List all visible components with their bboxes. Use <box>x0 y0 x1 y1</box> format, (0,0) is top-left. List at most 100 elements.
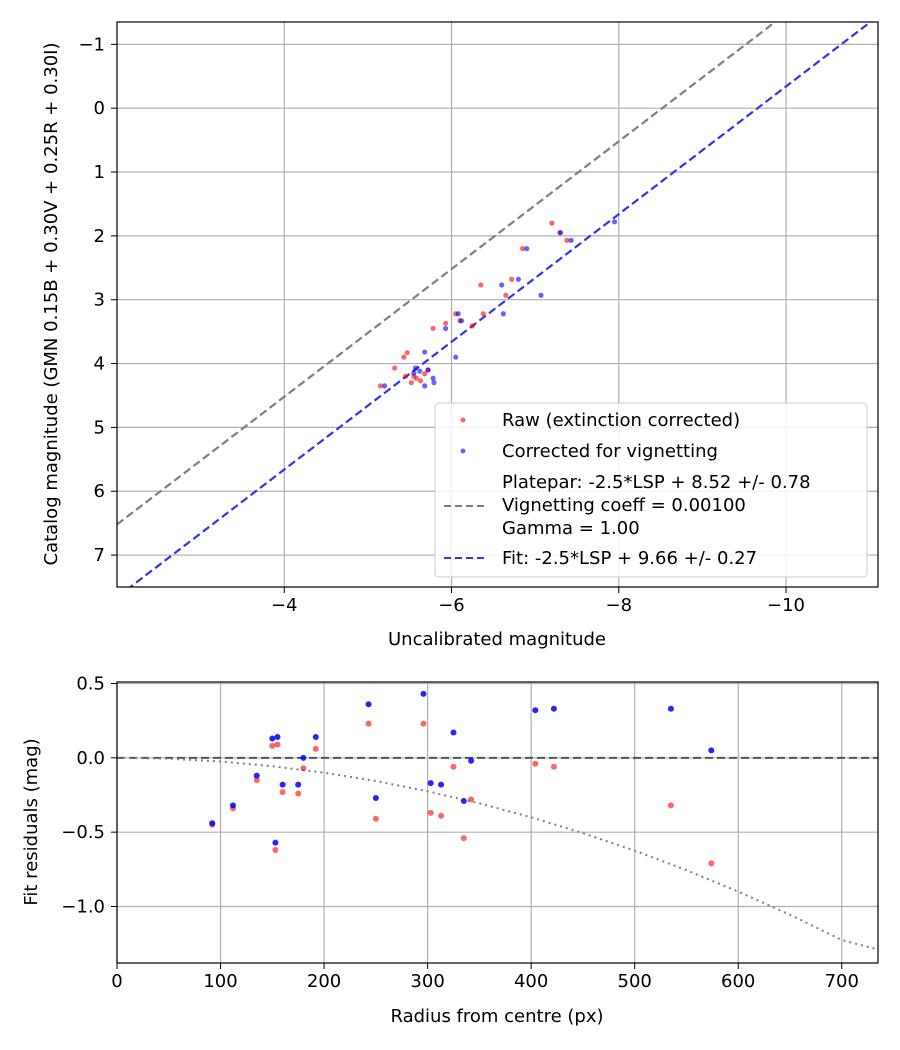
top-legend: Raw (extinction corrected) Corrected for… <box>434 402 868 578</box>
bottom-y-tick-label: −0.5 <box>61 822 105 843</box>
legend-label-platepar: Platepar: -2.5*LSP + 8.52 +/- 0.78 Vignet… <box>502 472 811 539</box>
corrected-residual-point <box>550 705 557 712</box>
bottom-y-tick-label: 0.5 <box>76 673 105 694</box>
raw-point <box>509 276 515 282</box>
raw-residual-point <box>269 742 276 749</box>
raw-residual-point <box>460 835 467 842</box>
top-y-tick-label: 6 <box>94 481 105 502</box>
bottom-y-tick-label: 0.0 <box>76 748 105 769</box>
top-y-tick-label: 0 <box>94 98 105 119</box>
raw-residual-point <box>365 720 372 727</box>
corrected-point <box>453 354 459 360</box>
top-y-tick-label: 2 <box>94 226 105 247</box>
bottom-axes-frame <box>116 681 879 964</box>
legend-label-fit: Fit: -2.5*LSP + 9.66 +/- 0.27 <box>502 548 757 569</box>
corrected-residual-point <box>532 707 539 714</box>
raw-point <box>430 325 436 332</box>
top-y-axis-label: Catalog magnitude (GMN 0.15B + 0.30V + 0… <box>41 42 62 565</box>
corrected-residual-point <box>468 757 475 764</box>
raw-residual-point <box>708 860 715 867</box>
top-axes-frame <box>116 21 879 588</box>
raw-point <box>519 246 526 252</box>
corrected-point <box>443 325 449 332</box>
corrected-point <box>431 380 437 386</box>
corrected-residual-point <box>253 772 260 779</box>
raw-residual-point <box>468 796 475 803</box>
corrected-residual-point <box>279 781 286 788</box>
bottom-model-lines <box>117 756 878 951</box>
top-y-tick-label: 3 <box>94 290 105 311</box>
corrected-point <box>412 365 419 371</box>
corrected-point <box>538 292 544 298</box>
corrected-point <box>422 349 428 355</box>
raw-residual-point <box>279 789 286 796</box>
legend-label-corrected: Corrected for vignetting <box>502 441 718 462</box>
top-y-tick-label: 5 <box>94 417 105 438</box>
legend-label-platepar-line: Platepar: -2.5*LSP + 8.52 +/- 0.78 <box>502 472 811 493</box>
raw-residual-point <box>312 745 319 752</box>
raw-residual-point <box>300 765 307 772</box>
corrected-residual-point <box>427 780 434 787</box>
bottom-plot-panel: 0 100 200 300 400 500 600 700 0.5 0.0 −0.5 −1.0 Ra… <box>21 673 879 1027</box>
legend-marker-raw <box>460 417 466 423</box>
corrected-point <box>500 311 506 317</box>
platepar-fit-line <box>117 22 777 526</box>
top-y-tick-label: 4 <box>94 354 105 375</box>
bottom-x-tick-label: 600 <box>721 971 755 992</box>
top-x-tick-label: −6 <box>438 595 465 616</box>
raw-point <box>392 365 398 371</box>
corrected-point <box>455 311 461 317</box>
bottom-x-tick-label: 500 <box>618 971 652 992</box>
raw-residual-point <box>550 763 557 770</box>
bottom-x-tick-label: 200 <box>307 971 341 992</box>
raw-residual-point <box>532 760 539 767</box>
corrected-residual-point <box>269 735 276 742</box>
raw-point <box>478 282 484 288</box>
raw-residual-point <box>667 802 674 809</box>
bottom-y-tick-label: −1.0 <box>61 897 105 918</box>
top-y-tick-label: 7 <box>94 545 105 566</box>
corrected-point <box>515 276 522 282</box>
corrected-point <box>499 282 505 288</box>
corrected-point <box>458 318 465 324</box>
raw-point <box>480 311 486 317</box>
raw-point <box>401 354 407 360</box>
corrected-point <box>557 230 563 236</box>
bottom-x-ticks: 0 100 200 300 400 500 600 700 <box>111 963 859 992</box>
corrected-point <box>611 219 618 225</box>
corrected-residual-point <box>274 734 281 741</box>
legend-label-platepar-line: Vignetting coeff = 0.00100 <box>502 495 746 516</box>
raw-residual-point <box>420 720 427 727</box>
top-y-tick-label: −1 <box>78 34 105 55</box>
raw-point <box>503 292 509 298</box>
top-scatter-points <box>377 219 618 389</box>
corrected-point <box>425 367 431 373</box>
top-x-ticks: −4 −6 −8 −10 <box>271 587 805 616</box>
corrected-residual-point <box>420 690 427 697</box>
legend-label-platepar-line: Gamma = 1.00 <box>502 518 640 539</box>
top-y-tick-label: 1 <box>94 162 105 183</box>
top-x-tick-label: −10 <box>767 595 805 616</box>
bottom-scatter-points <box>209 690 715 867</box>
corrected-residual-point <box>667 705 674 712</box>
raw-residual-point <box>427 809 434 816</box>
corrected-point <box>411 370 417 376</box>
bottom-x-tick-label: 100 <box>203 971 237 992</box>
raw-point <box>417 378 424 384</box>
corrected-point <box>568 237 574 243</box>
corrected-residual-point <box>300 754 307 761</box>
raw-point <box>469 323 476 329</box>
raw-residual-point <box>438 812 445 819</box>
top-x-tick-label: −8 <box>605 595 632 616</box>
top-x-tick-label: −4 <box>271 595 298 616</box>
bottom-x-tick-label: 0 <box>111 971 122 992</box>
corrected-point <box>422 383 428 389</box>
corrected-residual-point <box>365 701 372 708</box>
raw-point <box>377 383 384 389</box>
corrected-residual-point <box>372 794 379 801</box>
raw-point <box>408 380 414 386</box>
raw-residual-point <box>272 847 279 854</box>
raw-point <box>413 375 419 381</box>
raw-residual-point <box>372 815 379 822</box>
